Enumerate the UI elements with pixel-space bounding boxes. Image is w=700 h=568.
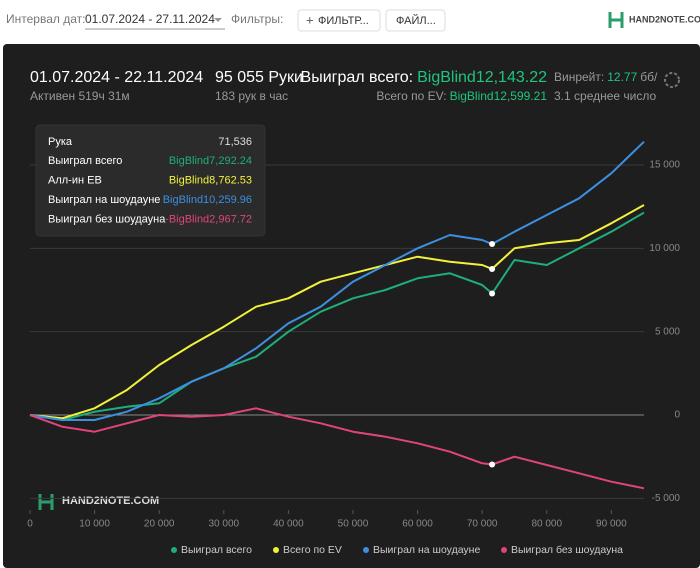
x-tick-label: 50 000 [338, 519, 369, 530]
date-label: Интервал дат: [6, 12, 85, 26]
active-time: Активен 519ч 31м [30, 89, 130, 103]
hands: 95 055 Руки [215, 69, 303, 86]
won-value: BigBlind12,143.22 [417, 69, 547, 86]
series-line [29, 407, 645, 490]
x-tick-label: 20 000 [144, 519, 175, 530]
tooltip-row-label: Алл-ин ЕВ [48, 174, 102, 186]
tooltip-row-value: BigBlind8,762.53 [169, 174, 252, 186]
filter-button[interactable] [297, 9, 381, 32]
winrate-value: 12.77 [607, 70, 637, 84]
tooltip-hand: 71,536 [218, 136, 252, 148]
y-tick-label: 15 000 [649, 160, 680, 171]
tooltip-row-value: BigBlind7,292.24 [169, 155, 252, 167]
tooltip-row-label: Выиграл на шоудауне [48, 194, 160, 206]
hover-marker [489, 265, 496, 272]
tooltip-hand-label: Рука [48, 136, 73, 148]
y-tick-label: -5 000 [652, 493, 681, 504]
series-line [29, 140, 645, 421]
plus-icon: + [306, 12, 314, 27]
watermark: HAND2NOTE.COM [62, 495, 159, 507]
date-range[interactable]: 01.07.2024 - 27.11.2024 [85, 12, 215, 26]
tooltip [35, 124, 266, 237]
series-line [29, 204, 645, 420]
x-tick-label: 70 000 [467, 519, 498, 530]
file-button-label: ФАЙЛ... [396, 14, 436, 27]
tooltip-row-label: Выиграл без шоудауна [48, 213, 166, 225]
filters-label: Фильтры: [231, 12, 283, 26]
ev-summary: Всего по EV: BigBlind12,599.21 [376, 89, 547, 103]
winrate-label: Винрейт: [554, 70, 604, 84]
legend-label: Выиграл без шоудауна [511, 544, 623, 556]
hover-marker [489, 290, 496, 297]
legend-marker [171, 547, 177, 553]
x-tick-label: 10 000 [79, 519, 110, 530]
won-summary: Выиграл всего: BigBlind12,143.22 [301, 69, 548, 86]
legend-marker [273, 547, 279, 553]
y-tick-label: 10 000 [649, 243, 680, 254]
x-tick-label: 0 [27, 519, 33, 530]
hover-marker [489, 461, 496, 468]
x-tick-label: 90 000 [596, 519, 627, 530]
x-tick-label: 60 000 [402, 519, 433, 530]
x-tick-label: 30 000 [208, 519, 239, 530]
ev-label: Всего по EV: [376, 89, 446, 103]
dropdown-caret[interactable] [214, 18, 222, 22]
winrate-unit: бб/ [640, 70, 658, 84]
legend-label: Выиграл на шоудауне [373, 544, 480, 556]
file-button[interactable] [385, 9, 446, 32]
settings-icon[interactable] [664, 72, 680, 88]
logo-icon [608, 12, 624, 28]
legend-label: Выиграл всего [181, 544, 252, 556]
logo-text: HAND2NOTE.COM [629, 14, 700, 24]
ev-value: BigBlind12,599.21 [450, 89, 548, 103]
x-tick-label: 40 000 [273, 519, 304, 530]
won-label: Выиграл всего: [301, 69, 414, 86]
y-tick-label: 0 [674, 410, 680, 421]
avg: 3.1 среднее число [554, 89, 657, 103]
y-tick-label: 5 000 [655, 326, 680, 337]
chart: HAND2NOTE.COM -5 000 0 5 000 10 000 15 000 0 10… [27, 124, 681, 556]
hover-marker [489, 241, 496, 247]
watermark-icon [38, 494, 54, 510]
legend-marker [501, 547, 507, 553]
panel [3, 44, 700, 568]
tooltip-row-value: -BigBlind2,967.72 [165, 213, 252, 225]
x-tick-label: 80 000 [531, 519, 562, 530]
hands-per-hour: 183 рук в час [215, 89, 288, 103]
period: 01.07.2024 - 22.11.2024 [30, 69, 203, 86]
winrate: Винрейт: 12.77 бб/ [554, 70, 658, 84]
legend-label: Всего по EV [283, 544, 342, 556]
series-line [29, 211, 645, 421]
tooltip-row-label: Выиграл всего [48, 155, 122, 167]
filter-button-label: ФИЛЬТР... [318, 15, 369, 27]
tooltip-row-value: BigBlind10,259.96 [163, 194, 252, 206]
legend-marker [363, 547, 369, 553]
